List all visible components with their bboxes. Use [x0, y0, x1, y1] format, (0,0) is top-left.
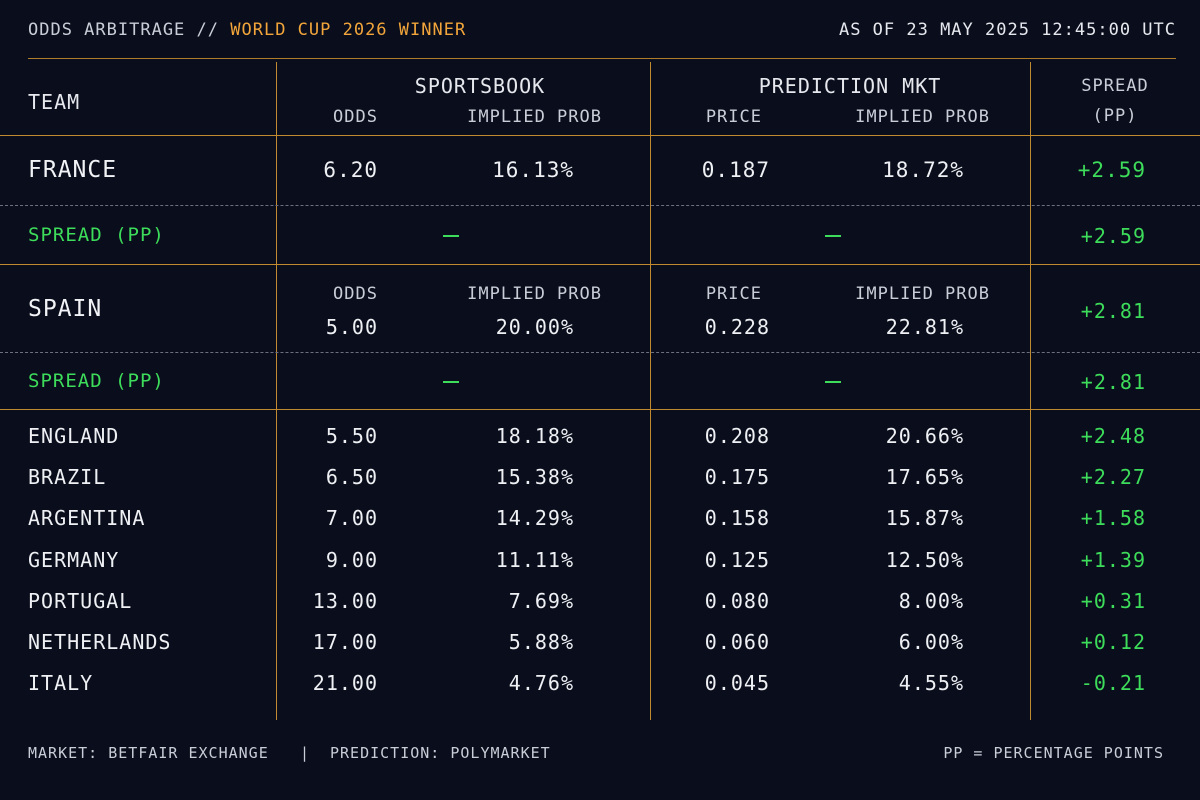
- pm-implied-label: IMPLIED PROB: [855, 284, 990, 304]
- column-divider: [276, 62, 277, 720]
- spread-value: +2.48: [1080, 424, 1146, 448]
- col-header-odds: ODDS: [333, 107, 378, 127]
- sb-implied-value: 4.76%: [508, 671, 574, 696]
- pm-implied-value: 12.50%: [885, 547, 964, 572]
- odds-value: 6.20: [323, 158, 378, 182]
- header-row-divider: [0, 135, 1200, 136]
- team-name: SPAIN: [28, 296, 103, 322]
- odds-value: 7.00: [325, 506, 378, 531]
- price-value: 0.060: [704, 630, 770, 654]
- sb-implied-value: 11.11%: [495, 547, 574, 572]
- sb-implied-value: 18.18%: [495, 424, 574, 448]
- price-value: 0.175: [704, 465, 770, 490]
- spread-value: +1.39: [1080, 547, 1146, 572]
- odds-value: 5.00: [325, 315, 378, 339]
- sb-implied-label: IMPLIED PROB: [467, 284, 602, 304]
- market-source: MARKET: BETFAIR EXCHANGE: [28, 744, 269, 762]
- team-name: FRANCE: [28, 157, 118, 183]
- col-header-spread-unit: (PP): [1092, 106, 1138, 126]
- group-divider: [0, 409, 1200, 410]
- timestamp: AS OF 23 MAY 2025 12:45:00 UTC: [838, 20, 1176, 40]
- spread-value: -0.21: [1080, 671, 1146, 696]
- team-name: BRAZIL: [28, 465, 107, 490]
- sb-implied-value: 15.38%: [495, 465, 574, 490]
- pp-legend: PP = PERCENTAGE POINTS: [943, 744, 1164, 762]
- prediction-source: PREDICTION: POLYMARKET: [330, 744, 551, 762]
- sb-implied-value: 14.29%: [495, 506, 574, 531]
- pm-implied-value: 8.00%: [898, 588, 964, 613]
- odds-value: 6.50: [325, 465, 378, 490]
- title-text: ODDS ARBITRAGE //: [28, 20, 219, 40]
- col-header-sb-implied: IMPLIED PROB: [467, 107, 602, 127]
- price-value: 0.080: [704, 588, 770, 613]
- team-name: ITALY: [28, 671, 94, 696]
- price-value: 0.187: [701, 158, 770, 182]
- odds-value: 13.00: [312, 588, 378, 613]
- price-value: 0.045: [704, 671, 770, 696]
- page-title: ODDS ARBITRAGE // WORLD CUP 2026 WINNER: [28, 20, 466, 40]
- dash-mark: [443, 235, 459, 237]
- odds-value: 17.00: [312, 630, 378, 654]
- team-name: NETHERLANDS: [28, 630, 172, 654]
- column-divider: [1030, 62, 1031, 720]
- spread-value: +2.59: [1080, 224, 1146, 248]
- spread-label: SPREAD (PP): [28, 370, 165, 392]
- odds-value: 21.00: [312, 671, 378, 696]
- spread-value: +1.58: [1080, 506, 1146, 531]
- col-header-spread: SPREAD: [1081, 76, 1149, 96]
- price-label: PRICE: [705, 284, 762, 304]
- pm-implied-value: 17.65%: [885, 465, 964, 490]
- price-value: 0.228: [704, 315, 770, 339]
- spread-value: +2.81: [1080, 299, 1146, 323]
- team-name: ARGENTINA: [28, 506, 146, 531]
- column-divider: [650, 62, 651, 720]
- sb-implied-value: 20.00%: [495, 315, 574, 339]
- price-value: 0.125: [704, 547, 770, 572]
- dash-mark: [825, 381, 841, 383]
- pm-implied-value: 20.66%: [885, 424, 964, 448]
- col-header-team: TEAM: [28, 90, 81, 114]
- pm-implied-value: 6.00%: [898, 630, 964, 654]
- team-name: ENGLAND: [28, 424, 120, 448]
- team-name: GERMANY: [28, 547, 120, 572]
- spread-value: +0.12: [1080, 630, 1146, 654]
- spread-value: +2.59: [1077, 158, 1146, 182]
- pm-implied-value: 15.87%: [885, 506, 964, 531]
- spread-value: +2.27: [1080, 465, 1146, 490]
- dash-mark: [825, 235, 841, 237]
- odds-value: 9.00: [325, 547, 378, 572]
- col-header-pm-implied: IMPLIED PROB: [855, 107, 990, 127]
- footer-separator: |: [300, 744, 311, 762]
- price-value: 0.208: [704, 424, 770, 448]
- header-divider: [28, 58, 1176, 59]
- pm-implied-value: 22.81%: [885, 315, 964, 339]
- odds-label: ODDS: [333, 284, 378, 304]
- spread-value: +0.31: [1080, 588, 1146, 613]
- pm-implied-value: 18.72%: [882, 158, 964, 182]
- pm-implied-value: 4.55%: [898, 671, 964, 696]
- sb-implied-value: 5.88%: [508, 630, 574, 654]
- dash-mark: [443, 381, 459, 383]
- price-value: 0.158: [704, 506, 770, 531]
- col-header-price: PRICE: [705, 107, 762, 127]
- row-divider-dashed: [0, 352, 1200, 353]
- market-subtitle: WORLD CUP 2026 WINNER: [230, 20, 467, 40]
- spread-value: +2.81: [1080, 370, 1146, 394]
- col-header-prediction: PREDICTION MKT: [758, 74, 942, 98]
- spread-label: SPREAD (PP): [28, 224, 165, 246]
- sb-implied-value: 7.69%: [508, 588, 574, 613]
- row-divider-dashed: [0, 205, 1200, 206]
- team-name: PORTUGAL: [28, 588, 133, 613]
- odds-value: 5.50: [325, 424, 378, 448]
- sb-implied-value: 16.13%: [492, 158, 574, 182]
- col-header-sportsbook: SPORTSBOOK: [414, 74, 546, 98]
- group-divider: [0, 264, 1200, 265]
